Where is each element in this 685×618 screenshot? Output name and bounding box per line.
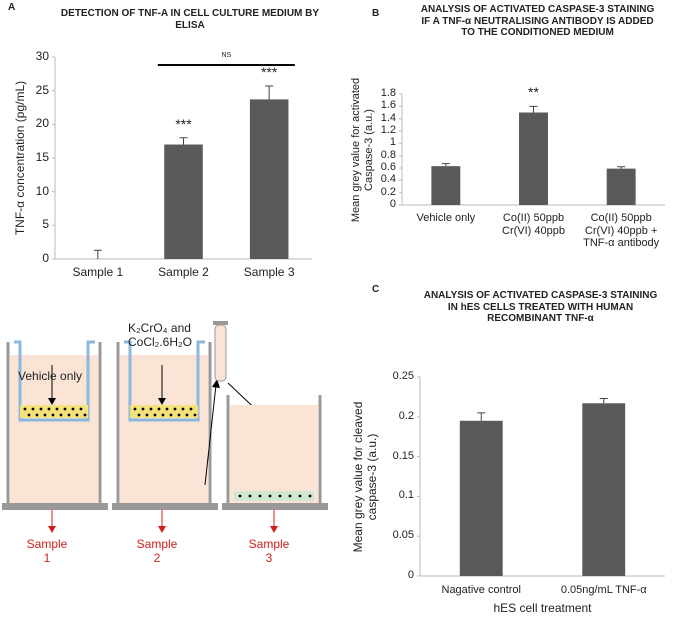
x-tick-label: Co(II) 50ppb Cr(VI) 40ppb [502,212,565,237]
error-bar [265,85,274,100]
x-tick-label: Sample 3 [243,265,295,279]
error-bar [93,249,102,259]
panel-label: C [372,284,380,295]
comparison-label: NS [221,52,232,59]
y-tick-label: 30 [35,49,49,63]
schematic [2,321,328,533]
y-tick-label: 0.15 [392,449,414,462]
error-bar [529,105,538,113]
y-tick-label: 0.6 [380,161,396,173]
y-tick-label: 5 [42,217,49,232]
y-tick-label: 15 [35,150,49,164]
significance-label: *** [260,63,278,80]
x-tick-label: Co(II) 50ppb Cr(VI) 40ppb + TNF-α antibo… [583,212,660,250]
y-tick-label: 0.8 [380,148,396,161]
y-tick-label: 0 [407,569,414,581]
panel-label: A [8,2,16,13]
x-tick-label: Vehicle only [416,212,476,224]
x-tick-label: Nagative control [441,584,522,596]
bar [431,166,461,205]
y-tick-label: 1.4 [380,111,396,124]
y-tick-label: 0 [389,198,396,210]
sample-label: Sample 2 [136,537,178,565]
y-tick-label: 1 [389,136,396,149]
significance-label: ** [528,84,539,101]
bar [582,403,626,576]
error-bar [477,412,486,421]
y-tick-label: 25 [35,82,49,97]
y-tick-label: 10 [35,183,49,198]
significance-label: *** [175,115,192,132]
bar [606,168,636,205]
x-tick-label: Sample 2 [158,265,209,279]
chart-title: DETECTION OF TNF-A IN CELL CULTURE MEDIU… [60,8,320,31]
y-axis-label: Mean grey value for cleaved caspase-3 (a… [351,401,379,552]
x-tick-label: Sample 1 [72,265,124,279]
error-bar [599,397,608,404]
error-bar [441,163,450,167]
bar [459,420,503,576]
y-tick-label: 1.6 [380,99,396,112]
x-tick-label: 0.05ng/mL TNF-α [560,584,647,596]
sample-label: Sample 1 [26,537,68,565]
y-tick-label: 0.4 [380,173,396,186]
y-tick-label: 0.1 [398,489,414,502]
sample-label: Sample 3 [248,537,290,565]
diagram-label: K₂CrO₄ and CoCl₂.6H₂O [128,321,192,349]
chart-title: ANALYSIS OF ACTIVATED CASPASE-3 STAINING… [420,4,655,38]
y-tick-label: 0.2 [380,185,396,198]
y-tick-label: 0.05 [392,529,414,542]
chart-title: ANALYSIS OF ACTIVATED CASPASE-3 STAINING… [423,290,658,324]
error-bar [179,137,188,145]
x-axis-label: hES cell treatment [493,601,592,615]
y-tick-label: 0.2 [398,409,414,422]
y-tick-label: 1.2 [380,124,396,136]
y-tick-label: 0.25 [392,370,414,382]
y-tick-label: 20 [35,116,49,131]
y-tick-label: 1.8 [380,87,396,99]
diagram-label: Vehicle only [18,369,83,383]
bar [164,144,203,259]
bar [249,99,289,259]
bar [519,112,548,205]
error-bar [617,166,626,169]
y-tick-label: 0 [42,251,49,265]
panel-label: B [372,8,380,19]
